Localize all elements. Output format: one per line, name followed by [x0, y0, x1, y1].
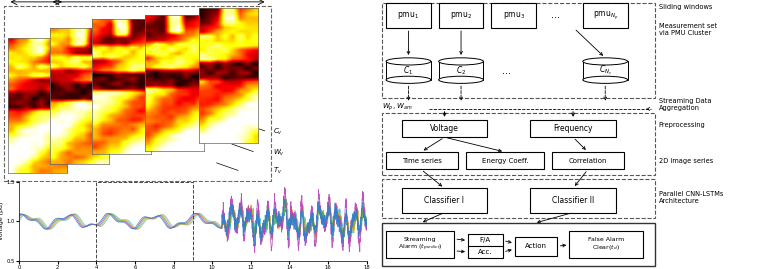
Bar [468, 234, 503, 247]
Bar [530, 188, 616, 213]
Ellipse shape [386, 58, 431, 65]
Text: F/A: F/A [480, 238, 491, 243]
Ellipse shape [583, 58, 628, 65]
Text: $C_v$: $C_v$ [273, 127, 283, 137]
Bar [468, 246, 503, 258]
Ellipse shape [439, 58, 484, 65]
Text: pmu$_3$: pmu$_3$ [503, 10, 525, 21]
Ellipse shape [439, 76, 484, 83]
Bar [4, 6, 271, 181]
Bar [402, 188, 487, 213]
Text: Energy Coeff.: Energy Coeff. [481, 158, 528, 164]
Text: ...: ... [503, 66, 511, 76]
Text: Parallel CNN-LSTMs
Architecture: Parallel CNN-LSTMs Architecture [659, 191, 724, 204]
Text: Frequency: Frequency [553, 124, 593, 133]
Bar [382, 113, 655, 175]
Bar [552, 152, 623, 169]
Bar [386, 152, 458, 169]
Ellipse shape [386, 76, 431, 83]
Text: Streaming Data
Aggregation: Streaming Data Aggregation [659, 98, 711, 111]
Ellipse shape [583, 76, 628, 83]
Bar [466, 152, 544, 169]
Text: Classifier I: Classifier I [425, 196, 465, 205]
Bar [382, 179, 655, 218]
Text: Streaming
Alarm ($t_{predict}$): Streaming Alarm ($t_{predict}$) [398, 236, 442, 253]
Bar [96, 182, 193, 261]
Polygon shape [439, 61, 484, 80]
Text: $W_v$: $W_v$ [273, 147, 285, 158]
Text: Action: Action [525, 243, 547, 249]
Polygon shape [583, 61, 628, 80]
Text: Correlation: Correlation [568, 158, 607, 164]
Bar [386, 3, 431, 28]
Text: 2D image series: 2D image series [659, 158, 713, 164]
Bar [530, 120, 616, 137]
Bar [439, 3, 484, 28]
Bar [386, 231, 455, 258]
Bar [515, 237, 558, 256]
Bar [569, 231, 643, 258]
Text: Preprocessing: Preprocessing [659, 122, 705, 128]
Text: $T_v$: $T_v$ [273, 166, 282, 176]
Text: False Alarm
Clear($t_d$): False Alarm Clear($t_d$) [588, 237, 624, 252]
Text: pmu$_{N_p}$: pmu$_{N_p}$ [593, 9, 618, 22]
Text: C$_1$: C$_1$ [403, 64, 413, 77]
Bar [583, 3, 628, 28]
Text: Sliding windows: Sliding windows [659, 4, 712, 10]
Text: ...: ... [551, 10, 560, 20]
Bar [402, 120, 487, 137]
Bar [491, 3, 536, 28]
Text: Time series: Time series [402, 158, 442, 164]
Y-axis label: Voltage (pu): Voltage (pu) [0, 202, 4, 240]
Text: Voltage: Voltage [430, 124, 459, 133]
Text: pmu$_1$: pmu$_1$ [397, 10, 419, 21]
Polygon shape [386, 61, 431, 80]
Text: Measurement set
via PMU Cluster: Measurement set via PMU Cluster [659, 23, 717, 36]
Bar [382, 3, 655, 98]
Bar [382, 223, 655, 266]
Text: Acc.: Acc. [478, 249, 493, 255]
Text: pmu$_2$: pmu$_2$ [450, 10, 472, 21]
Text: C$_2$: C$_2$ [456, 64, 466, 77]
Text: Classifier II: Classifier II [552, 196, 594, 205]
Text: C$_{N_c}$: C$_{N_c}$ [598, 64, 612, 77]
Text: $W_p$, $W_{am}$: $W_p$, $W_{am}$ [382, 102, 413, 113]
